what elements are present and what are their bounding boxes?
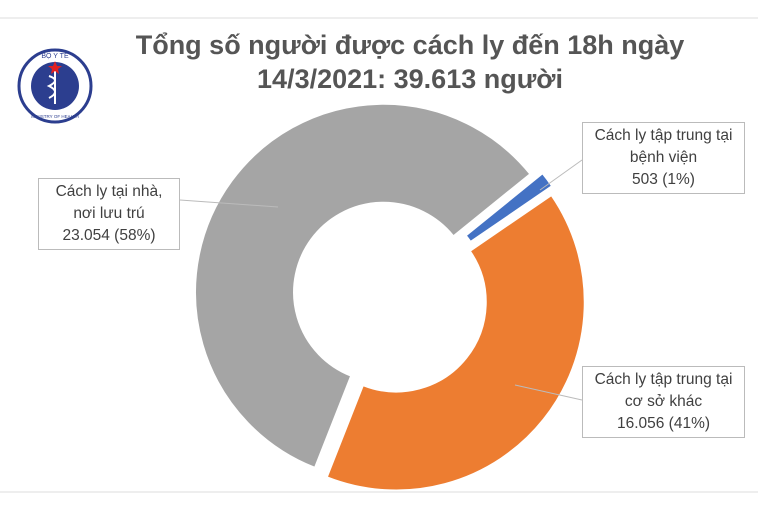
data-label: Cách ly tập trung tại bệnh viện 503 (1%) <box>582 122 745 194</box>
category-label: Cách ly tại nhà, nơi lưu trú <box>55 183 163 222</box>
leader-line <box>539 159 583 191</box>
value-label: 23.054 (58%) <box>62 227 156 244</box>
data-label: Cách ly tại nhà, nơi lưu trú 23.054 (58%) <box>38 178 180 250</box>
data-label: Cách ly tập trung tại cơ sở khác 16.056 (… <box>582 366 745 438</box>
logo-top-text: BỘ Y TẾ <box>41 50 69 60</box>
donut-slice <box>326 194 585 491</box>
category-label: Cách ly tập trung tại cơ sở khác <box>594 371 733 410</box>
value-label: 503 (1%) <box>632 171 695 188</box>
leader-line <box>514 384 583 401</box>
logo: BỘ Y TẾ MINISTRY OF HEALTH <box>17 48 93 124</box>
value-label: 16.056 (41%) <box>616 415 711 432</box>
donut-slice <box>195 103 531 468</box>
category-label: Cách ly tập trung tại bệnh viện <box>594 127 733 166</box>
donut-slice <box>465 173 553 243</box>
chart-title: Tổng số người được cách ly đến 18h ngày … <box>135 30 685 94</box>
leader-line <box>179 199 279 208</box>
logo-bottom-text: MINISTRY OF HEALTH <box>31 114 79 119</box>
